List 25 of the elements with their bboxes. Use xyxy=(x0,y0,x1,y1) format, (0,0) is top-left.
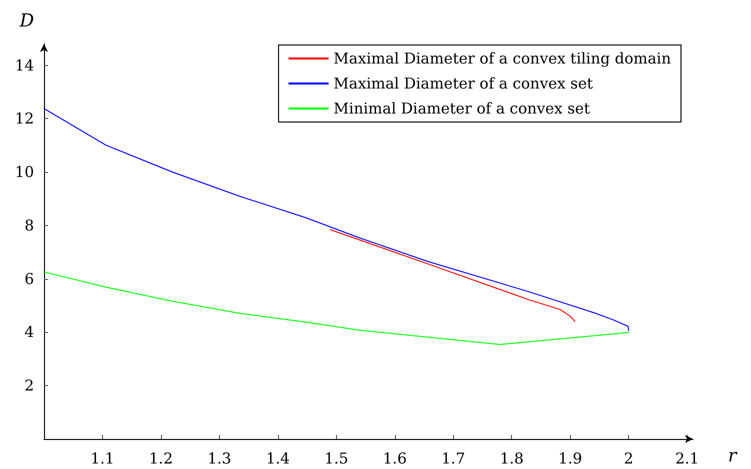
x-tick-label: 2.1 xyxy=(675,450,700,468)
x-tick-label: 1.9 xyxy=(558,450,582,468)
y-tick-label: 14 xyxy=(14,56,34,74)
x-tick-label: 1.5 xyxy=(324,450,348,468)
y-tick-label: 10 xyxy=(14,163,34,182)
y-tick-label: 2 xyxy=(24,376,34,395)
legend-label: Maximal Diameter of a convex tiling domain xyxy=(334,50,672,68)
y-axis-title: D xyxy=(18,10,35,32)
x-tick-label: 1.6 xyxy=(382,450,407,468)
x-tick-label: 1.7 xyxy=(441,450,466,468)
y-tick-label: 4 xyxy=(24,323,34,342)
y-tick-label: 12 xyxy=(14,110,34,128)
y-tick-label: 6 xyxy=(24,270,34,288)
line-series xyxy=(330,229,576,322)
y-tick-label: 8 xyxy=(24,216,34,234)
x-tick-label: 1.2 xyxy=(149,450,173,468)
line-series xyxy=(44,271,630,346)
x-tick-label: 1.4 xyxy=(266,450,290,468)
x-tick-label: 1.1 xyxy=(90,450,114,468)
x-axis-title: r xyxy=(728,446,738,466)
x-tick-label: 2 xyxy=(624,450,634,468)
x-tick-label: 1.3 xyxy=(207,450,232,468)
legend-label: Maximal Diameter of a convex set xyxy=(334,74,593,92)
x-tick-label: 1.8 xyxy=(500,450,524,468)
legend-label: Minimal Diameter of a convex set xyxy=(334,100,590,118)
